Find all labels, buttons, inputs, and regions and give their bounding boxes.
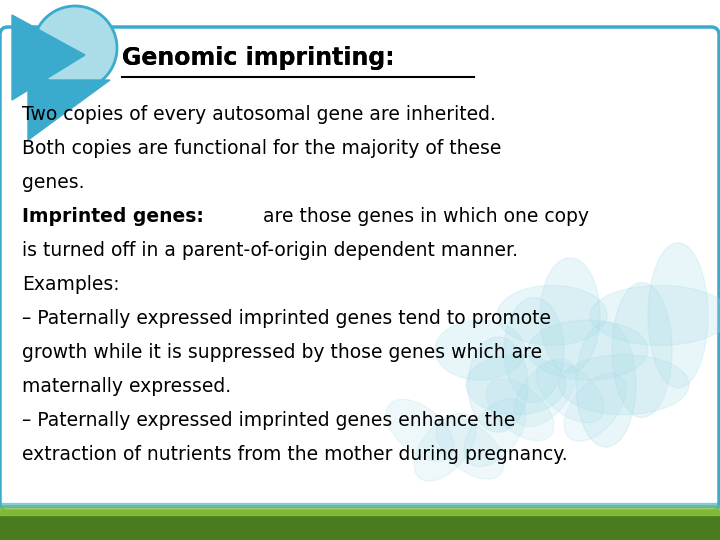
- Ellipse shape: [648, 243, 708, 388]
- Text: – Paternally expressed imprinted genes tend to promote: – Paternally expressed imprinted genes t…: [22, 309, 551, 328]
- Text: – Paternally expressed imprinted genes enhance the: – Paternally expressed imprinted genes e…: [22, 411, 516, 430]
- Ellipse shape: [540, 258, 600, 373]
- FancyBboxPatch shape: [0, 27, 719, 511]
- Ellipse shape: [564, 374, 626, 441]
- Text: Genomic imprinting:: Genomic imprinting:: [122, 46, 395, 70]
- Text: Imprinted genes:: Imprinted genes:: [22, 207, 204, 226]
- Text: Examples:: Examples:: [22, 275, 120, 294]
- Ellipse shape: [386, 399, 454, 461]
- Text: Two copies of every autosomal gene are inherited.: Two copies of every autosomal gene are i…: [22, 105, 496, 124]
- Text: growth while it is suppressed by those genes which are: growth while it is suppressed by those g…: [22, 343, 542, 362]
- Ellipse shape: [514, 359, 576, 427]
- Ellipse shape: [559, 355, 689, 415]
- Ellipse shape: [436, 417, 504, 479]
- Ellipse shape: [612, 282, 672, 417]
- Circle shape: [33, 6, 117, 90]
- Ellipse shape: [414, 413, 476, 481]
- Ellipse shape: [528, 320, 648, 380]
- Text: Both copies are functional for the majority of these: Both copies are functional for the major…: [22, 139, 501, 158]
- Text: genes.: genes.: [22, 173, 84, 192]
- Text: is turned off in a parent-of-origin dependent manner.: is turned off in a parent-of-origin depe…: [22, 241, 518, 260]
- Text: extraction of nutrients from the mother during pregnancy.: extraction of nutrients from the mother …: [22, 445, 567, 464]
- Ellipse shape: [464, 399, 526, 467]
- Bar: [0, 510, 720, 540]
- Ellipse shape: [536, 361, 604, 423]
- Bar: [0, 505, 720, 515]
- Ellipse shape: [468, 337, 528, 432]
- Bar: [0, 503, 720, 507]
- Ellipse shape: [486, 379, 554, 441]
- Text: are those genes in which one copy: are those genes in which one copy: [256, 207, 589, 226]
- Text: maternally expressed.: maternally expressed.: [22, 377, 231, 396]
- Ellipse shape: [576, 322, 636, 447]
- Ellipse shape: [497, 285, 607, 346]
- Text: Genomic imprinting:: Genomic imprinting:: [122, 46, 395, 70]
- Polygon shape: [28, 80, 110, 140]
- Ellipse shape: [504, 298, 564, 402]
- Ellipse shape: [590, 285, 720, 346]
- Ellipse shape: [466, 355, 566, 415]
- Polygon shape: [12, 15, 85, 100]
- Ellipse shape: [435, 320, 525, 380]
